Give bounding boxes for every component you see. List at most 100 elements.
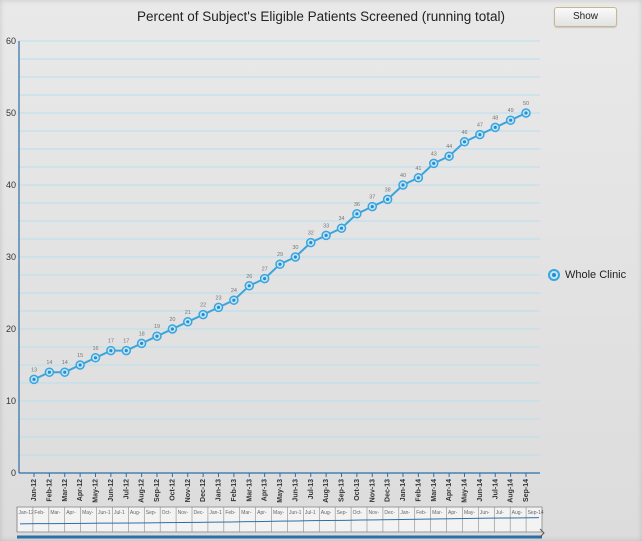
- x-tick-label: Oct-13: [354, 479, 361, 501]
- data-point-center: [124, 349, 128, 353]
- x-tick-label: Jan-12: [31, 479, 38, 501]
- data-point-center: [509, 118, 513, 122]
- navigator-label: Apr-: [257, 510, 267, 516]
- legend-label: Whole Clinic: [565, 269, 627, 281]
- data-label: 14: [62, 360, 68, 366]
- data-label: 34: [338, 216, 344, 222]
- navigator-label: Feb-: [416, 510, 427, 516]
- data-point-center: [339, 226, 344, 230]
- x-tick-label: May-12: [93, 479, 100, 503]
- navigator-label: Jul-1: [114, 510, 125, 516]
- x-tick-label: May-13: [277, 479, 284, 503]
- legend[interactable]: Whole Clinic: [548, 267, 626, 283]
- x-tick-label: Jun-12: [108, 479, 115, 502]
- x-tick-label: Jul-14: [492, 479, 499, 499]
- navigator-label: Sep-: [146, 510, 157, 516]
- data-point-center: [140, 341, 144, 345]
- navigator-label: May-: [273, 510, 284, 516]
- x-tick-label: Apr-12: [77, 479, 84, 501]
- x-tick-label: Sep-12: [154, 479, 161, 502]
- navigator-label: Oct-: [162, 510, 172, 516]
- navigator-label: Mar-: [241, 510, 252, 516]
- navigator-label: Feb-: [225, 510, 236, 516]
- x-tick-label: Nov-13: [369, 479, 376, 502]
- navigator-label: Jul-1: [305, 510, 316, 516]
- navigator-label: Dec-: [194, 510, 205, 516]
- range-navigator[interactable]: Jan-12 Feb- Mar- Apr- May- Jun-1 Jul-1 Aug- Sep-…: [16, 506, 545, 539]
- x-tick-label: Apr-14: [446, 479, 453, 501]
- data-point-center: [32, 377, 36, 381]
- data-point-center: [309, 241, 313, 245]
- navigator-label: Sep-14: [528, 510, 544, 516]
- data-label: 46: [461, 130, 467, 136]
- data-point-center: [186, 320, 190, 324]
- data-point-center: [324, 233, 328, 237]
- navigator-series: [19, 517, 540, 525]
- data-point-center: [478, 133, 482, 137]
- x-tick-label: Mar-14: [431, 479, 438, 502]
- data-label: 37: [369, 195, 375, 201]
- x-tick-label: Jun-13: [292, 479, 299, 502]
- show-button[interactable]: Show: [554, 7, 617, 27]
- y-tick-label: 20: [6, 324, 16, 334]
- x-tick-label: Dec-12: [200, 479, 207, 502]
- navigator-label: Apr-: [448, 510, 458, 516]
- y-tick-label: 30: [6, 252, 16, 262]
- x-tick-label: Feb-12: [46, 479, 53, 502]
- navigator-label: Sep-: [337, 510, 348, 516]
- data-label: 20: [169, 317, 175, 323]
- navigator-label: Feb-: [34, 510, 45, 516]
- x-tick-label: Aug-12: [139, 479, 146, 503]
- navigator-label: Jan-12: [19, 510, 35, 516]
- grid-lines: [19, 40, 540, 474]
- navigator-label: Apr-: [66, 510, 76, 516]
- data-label: 24: [231, 288, 237, 294]
- data-label: 23: [215, 295, 221, 301]
- data-label: 38: [385, 187, 391, 193]
- data-point-center: [47, 370, 51, 374]
- data-label: 16: [92, 346, 98, 352]
- y-tick-label: 60: [6, 36, 16, 46]
- data-label: 32: [308, 231, 314, 237]
- navigator-track: [16, 506, 543, 533]
- navigator-label: Jun-1: [98, 510, 111, 516]
- data-point-center: [247, 284, 251, 288]
- navigator-label: Oct-: [353, 510, 363, 516]
- data-label: 13: [31, 367, 37, 373]
- data-label: 41: [415, 166, 421, 172]
- data-label: 44: [446, 144, 452, 150]
- data-label: 36: [354, 202, 360, 208]
- data-label: 27: [262, 267, 268, 273]
- x-axis-ticks: Jan-12 Feb-12 Mar-12 Apr-12 May-12 Jun-12 Jul-…: [31, 473, 530, 503]
- y-tick-label: 40: [6, 180, 16, 190]
- data-point-center: [493, 125, 497, 129]
- data-label: 30: [292, 245, 298, 251]
- navigator-label: Jun-1: [289, 510, 302, 516]
- navigator-label: Aug-: [130, 510, 141, 516]
- navigator-label: May-: [464, 510, 475, 516]
- data-label: 14: [46, 360, 52, 366]
- data-label: 40: [400, 173, 406, 179]
- x-tick-label: Sep-13: [339, 479, 346, 502]
- data-point-center: [416, 176, 420, 180]
- data-point-center: [232, 298, 236, 302]
- x-tick-label: Nov-12: [185, 479, 192, 502]
- data-point-center: [386, 197, 390, 201]
- navigator-handle-icon: [539, 528, 545, 538]
- navigator-label: Nov-: [178, 510, 189, 516]
- x-tick-label: Jul-13: [308, 479, 315, 499]
- y-tick-label: 50: [6, 108, 16, 118]
- data-point-center: [63, 370, 67, 374]
- data-point-center: [263, 277, 267, 281]
- data-label: 22: [200, 303, 206, 309]
- navigator-label: Jan-1: [209, 510, 222, 516]
- x-tick-label: Apr-13: [262, 479, 269, 501]
- y-tick-label: 10: [6, 396, 16, 406]
- x-tick-label: May-14: [462, 479, 469, 503]
- data-point-center: [155, 334, 159, 338]
- data-label: 29: [277, 252, 283, 258]
- data-point-center: [401, 183, 405, 187]
- navigator-label: Dec-: [384, 510, 395, 516]
- x-tick-label: Jul-12: [123, 479, 130, 499]
